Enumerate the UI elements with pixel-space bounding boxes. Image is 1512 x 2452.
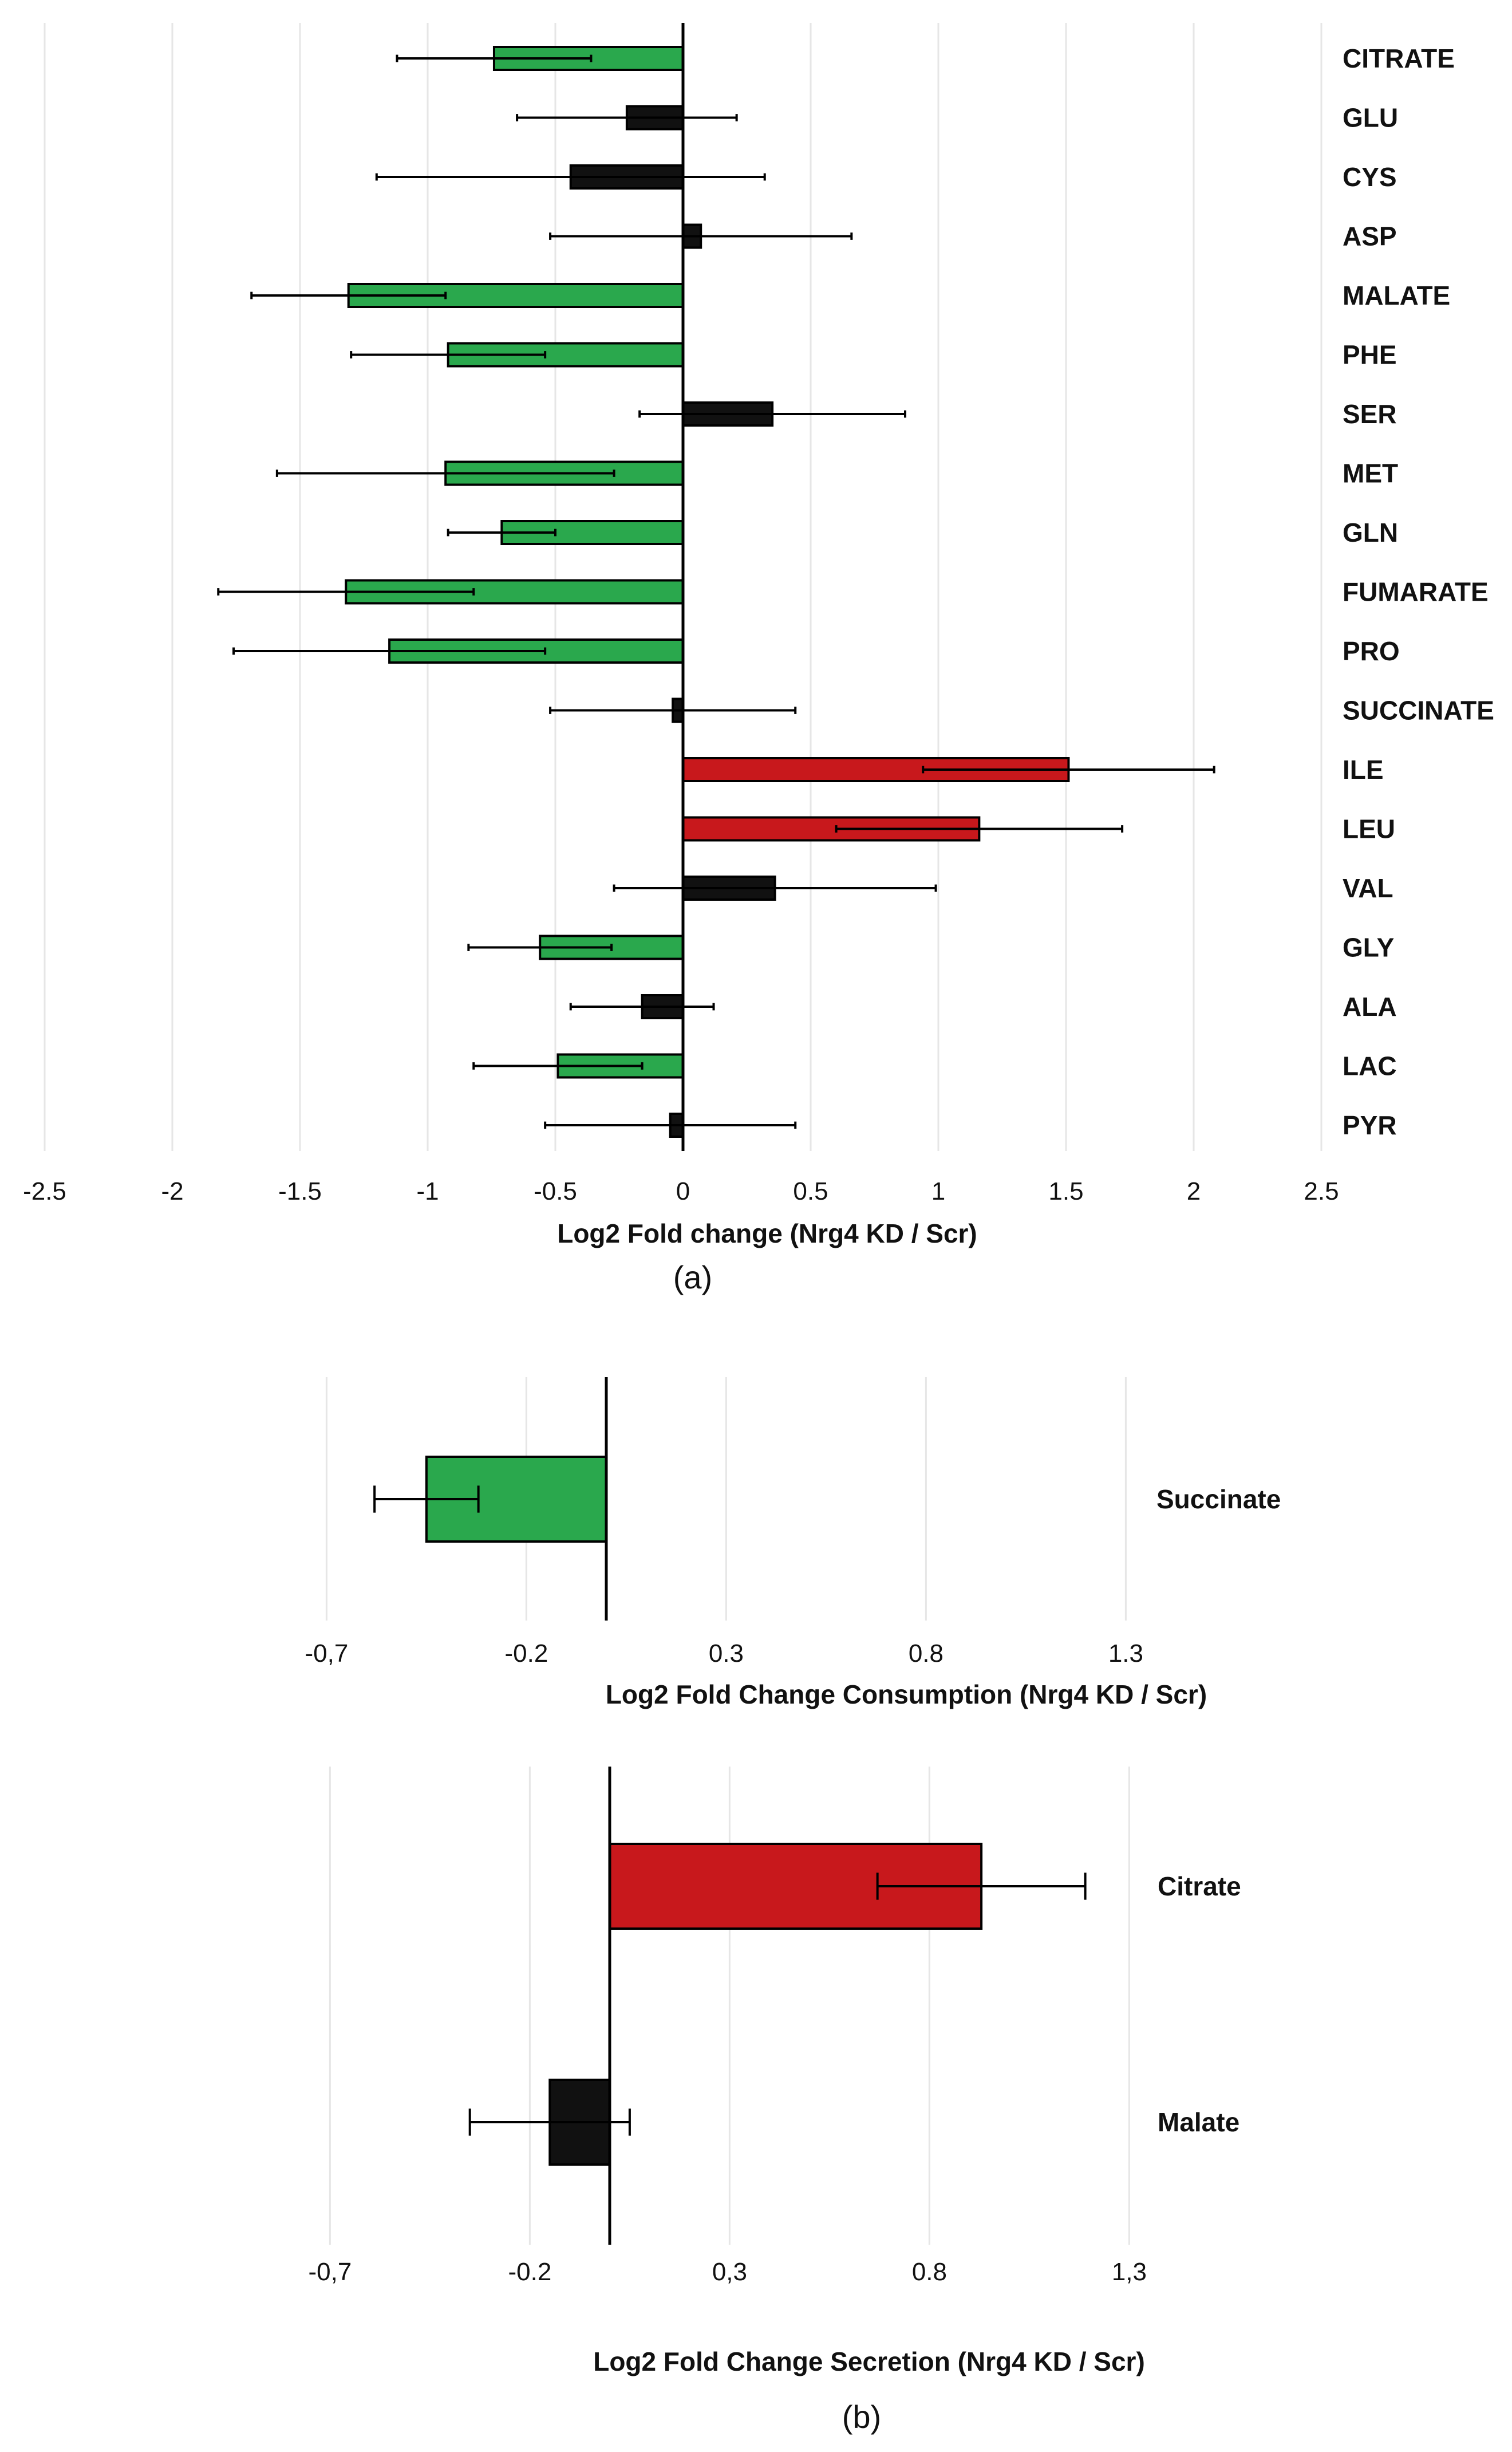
category-label-pro: PRO: [1343, 636, 1400, 666]
tick-label: 0.8: [909, 1639, 943, 1667]
tick-label: -2: [161, 1177, 183, 1205]
tick-label: -1: [416, 1177, 439, 1205]
tick-label: 1.5: [1048, 1177, 1083, 1205]
category-label-gly: GLY: [1343, 933, 1394, 963]
tick-label: 0.3: [709, 1639, 744, 1667]
category-label-ala: ALA: [1343, 992, 1397, 1022]
tick-label: 1: [931, 1177, 945, 1205]
tick-label: -0.2: [508, 2258, 551, 2286]
tick-label: -0.2: [504, 1639, 548, 1667]
category-label-phe: PHE: [1343, 340, 1397, 370]
category-label-citrate: Citrate: [1158, 1871, 1241, 1901]
category-label-succinate: SUCCINATE: [1343, 696, 1494, 726]
tick-label: -1.5: [278, 1177, 322, 1205]
tick-label: 1,3: [1112, 2258, 1147, 2286]
tick-label: 0.5: [793, 1177, 828, 1205]
panel-label-a: (a): [673, 1259, 712, 1295]
category-label-citrate: CITRATE: [1343, 44, 1455, 73]
x-axis-label: Log2 Fold Change Secretion (Nrg4 KD / Sc…: [593, 2347, 1145, 2376]
tick-label: -0,7: [308, 2258, 352, 2286]
category-label-met: MET: [1343, 459, 1398, 488]
category-label-gln: GLN: [1343, 518, 1398, 547]
tick-label: 2.5: [1304, 1177, 1339, 1205]
category-label-succinate: Succinate: [1156, 1484, 1281, 1514]
category-label-lac: LAC: [1343, 1051, 1397, 1081]
tick-label: -0.5: [534, 1177, 577, 1205]
category-label-val: VAL: [1343, 873, 1393, 903]
panel-label-b: (b): [842, 2399, 881, 2435]
tick-label: 0,3: [712, 2258, 747, 2286]
category-label-cys: CYS: [1343, 162, 1397, 192]
tick-label: 1.3: [1108, 1639, 1143, 1667]
category-label-ile: ILE: [1343, 755, 1384, 785]
tick-label: -0,7: [305, 1639, 348, 1667]
category-label-malate: MALATE: [1343, 281, 1450, 310]
category-label-glu: GLU: [1343, 103, 1398, 133]
category-label-asp: ASP: [1343, 222, 1397, 251]
category-label-ser: SER: [1343, 399, 1397, 429]
x-axis-label: Log2 Fold Change Consumption (Nrg4 KD / …: [606, 1680, 1207, 1709]
category-label-malate: Malate: [1158, 2107, 1239, 2137]
category-label-leu: LEU: [1343, 814, 1395, 844]
tick-label: 0.8: [912, 2258, 947, 2286]
chart-a: -2.5 -2 -1.5 -1 -0.5 0 0.5 1 1.5 2 2.5 CITRATE GLU CY…: [23, 23, 1494, 1248]
tick-label: 2: [1187, 1177, 1201, 1205]
category-label-pyr: PYR: [1343, 1110, 1397, 1140]
chart-b-consumption: -0,7 -0.2 0.3 0.8 1.3 Succinate Log2 Fold Chan…: [305, 1377, 1281, 1709]
tick-label: 0: [676, 1177, 690, 1205]
chart-b-secretion: -0,7 -0.2 0,3 0.8 1,3 Citrate Malate Log2 Fold …: [308, 1767, 1241, 2376]
tick-label: -2.5: [23, 1177, 66, 1205]
category-label-fumarate: FUMARATE: [1343, 577, 1489, 607]
x-axis-label: Log2 Fold change (Nrg4 KD / Scr): [557, 1219, 977, 1248]
